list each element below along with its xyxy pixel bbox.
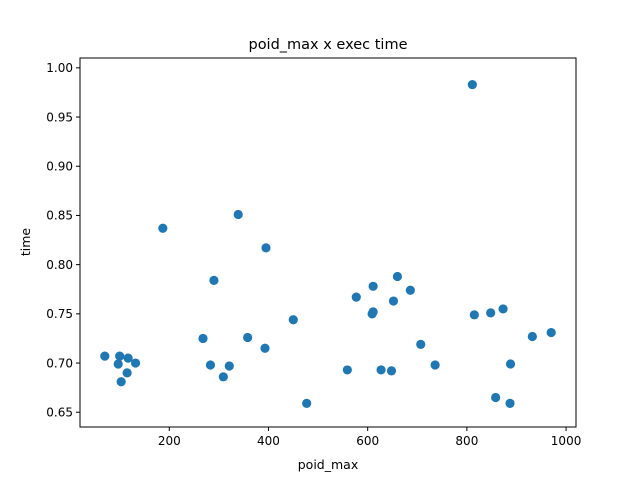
y-tick-label: 0.65 [46,406,73,420]
data-point [130,358,141,368]
y-axis-label: time [18,228,33,257]
data-point [527,331,537,342]
data-point [158,223,168,233]
data-point [233,209,243,220]
data-point [113,359,123,369]
data-point [342,365,352,375]
data-point [376,365,386,375]
y-tick-label: 0.80 [46,258,73,272]
data-point [368,307,378,317]
x-tick-label: 400 [257,434,280,448]
data-point [467,79,477,90]
data-point [260,343,270,353]
x-ticks: 200 400 600 800 1000 [158,427,582,448]
y-tick-label: 1.00 [46,61,73,75]
data-point [351,292,361,302]
data-point [224,361,234,371]
data-point [405,285,415,295]
data-point [416,339,426,349]
data-point [288,315,298,325]
x-tick-label: 600 [356,434,379,448]
data-point [115,351,125,361]
points-layer [100,79,556,408]
data-point [430,360,440,370]
data-point [116,377,126,387]
data-point [302,398,312,408]
data-point [243,332,253,343]
data-point [209,275,219,285]
y-ticks: 0.65 0.70 0.75 0.80 0.85 0.90 0.95 1.00 [46,61,80,420]
data-point [218,372,228,382]
chart-title: poid_max x exec time [248,37,407,53]
data-point [261,243,271,253]
data-point [100,351,110,361]
data-point [546,327,556,338]
x-tick-label: 800 [455,434,478,448]
y-tick-label: 0.75 [46,307,73,321]
data-point [505,359,516,369]
data-point [469,310,479,320]
data-point [123,353,133,363]
data-point [368,281,378,291]
y-tick-label: 0.70 [46,356,73,370]
data-point [205,360,216,370]
data-point [505,398,515,408]
x-tick-label: 1000 [551,434,582,448]
plot-frame [79,57,577,428]
x-axis-label: poid_max [298,457,358,472]
data-point [486,308,496,318]
x-tick-label: 200 [158,434,181,448]
data-point [198,333,208,344]
y-tick-label: 0.85 [46,209,73,223]
data-point [388,296,399,306]
y-tick-label: 0.90 [46,160,73,174]
data-point [122,368,132,378]
data-point [498,304,508,314]
data-point [491,392,501,403]
y-tick-label: 0.95 [46,110,73,124]
data-point [392,271,403,282]
data-point [386,366,397,376]
